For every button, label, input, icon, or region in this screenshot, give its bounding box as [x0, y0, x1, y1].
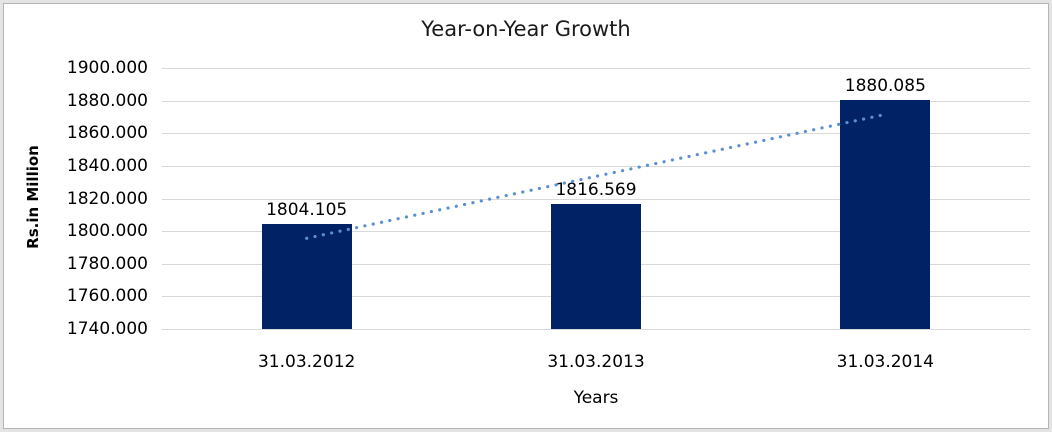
data-label: 1880.085 [844, 76, 926, 97]
y-axis-tick-label: 1880.000 [66, 90, 148, 111]
y-axis-tick-label: 1820.000 [66, 188, 148, 209]
gridline [162, 133, 1030, 135]
gridline [162, 100, 1030, 102]
chart-canvas: Year-on-Year Growth Rs.in Million 1804.1… [3, 3, 1049, 429]
y-axis-tick-label: 1900.000 [66, 58, 148, 78]
chart-title: Year-on-Year Growth [421, 17, 631, 41]
trendline[interactable] [162, 68, 1030, 329]
x-axis-tick-label: 31.03.2014 [836, 352, 934, 372]
x-axis-tick-label: 31.03.2012 [257, 352, 356, 372]
x-axis-tick-label: 31.03.2013 [547, 352, 645, 372]
y-axis-tick-label: 1800.000 [66, 221, 148, 242]
y-axis-tick-label: 1760.000 [66, 286, 148, 307]
bar-31.03.2014[interactable] [840, 100, 931, 329]
x-axis-title: Years [573, 388, 619, 408]
data-label: 1816.569 [555, 180, 637, 201]
data-label: 1804.105 [266, 200, 348, 221]
trendline-path[interactable] [305, 112, 887, 240]
gridline [162, 329, 1030, 330]
y-axis-tick-label: 1780.000 [66, 253, 148, 274]
gridline [162, 198, 1030, 200]
gridline [162, 68, 1030, 69]
plot-area: 1804.105 1816.569 1880.085 [162, 68, 1030, 330]
bar-31.03.2013[interactable] [551, 204, 641, 329]
gridline [162, 165, 1030, 167]
bar-31.03.2012[interactable] [261, 224, 352, 329]
y-axis-tick-label: 1740.000 [66, 319, 148, 339]
y-axis-tick-label: 1840.000 [66, 155, 148, 176]
y-axis-tick-label: 1860.000 [66, 123, 148, 144]
